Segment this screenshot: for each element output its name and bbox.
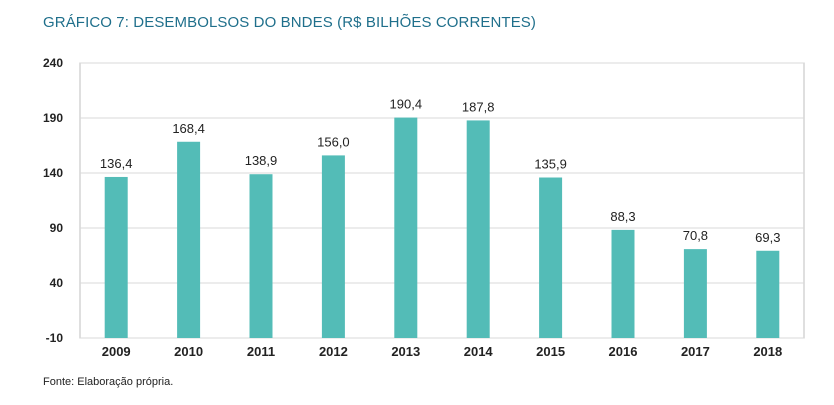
y-tick-label: 190 — [43, 111, 63, 125]
data-label-2013: 190,4 — [390, 97, 423, 112]
x-tick-label-2017: 2017 — [681, 344, 710, 359]
gridlines — [79, 62, 805, 339]
bar-2010 — [177, 141, 201, 338]
data-label-2011: 138,9 — [245, 153, 278, 168]
bar-2015 — [539, 177, 563, 338]
x-tick-label-2018: 2018 — [753, 344, 782, 359]
data-label-2017: 70,8 — [683, 228, 708, 243]
data-label-2009: 136,4 — [100, 156, 133, 171]
x-axis-ticks: 2009 2010 2011 2012 2013 2014 2015 2016 2017 2018 — [102, 344, 783, 359]
data-label-2012: 156,0 — [317, 134, 350, 149]
x-tick-label-2010: 2010 — [174, 344, 203, 359]
bar-2009 — [104, 176, 128, 338]
data-label-2014: 187,8 — [462, 99, 495, 114]
bar-2016 — [611, 229, 635, 338]
chart-title: GRÁFICO 7: DESEMBOLSOS DO BNDES (R$ BILH… — [43, 14, 536, 31]
source-note: Fonte: Elaboração própria. — [43, 376, 174, 388]
bar-2018 — [756, 250, 780, 338]
y-tick-label: 240 — [43, 56, 63, 70]
x-tick-label-2012: 2012 — [319, 344, 348, 359]
bar-2011 — [249, 174, 273, 338]
bar-2013 — [394, 117, 418, 338]
data-label-2010: 168,4 — [172, 121, 205, 136]
x-tick-label-2009: 2009 — [102, 344, 131, 359]
bar-2012 — [321, 155, 345, 338]
x-tick-label-2014: 2014 — [464, 344, 494, 359]
y-axis-ticks: -10 40 90 140 190 240 — [43, 56, 63, 345]
x-tick-label-2013: 2013 — [391, 344, 420, 359]
x-tick-label-2015: 2015 — [536, 344, 565, 359]
x-tick-label-2011: 2011 — [247, 344, 275, 359]
data-label-2018: 69,3 — [755, 230, 780, 245]
bars — [104, 117, 780, 338]
bar-2014 — [466, 120, 490, 338]
y-tick-label: 140 — [43, 166, 63, 180]
x-tick-label-2016: 2016 — [609, 344, 638, 359]
data-label-2016: 88,3 — [610, 209, 635, 224]
y-tick-label: 40 — [50, 276, 64, 290]
data-labels: 136,4 168,4 138,9 156,0 190,4 187,8 135,9 88,3 7… — [100, 97, 781, 245]
y-tick-label: 90 — [50, 221, 64, 235]
data-label-2015: 135,9 — [534, 157, 567, 172]
y-tick-label: -10 — [46, 331, 64, 345]
bar-2017 — [683, 249, 707, 338]
